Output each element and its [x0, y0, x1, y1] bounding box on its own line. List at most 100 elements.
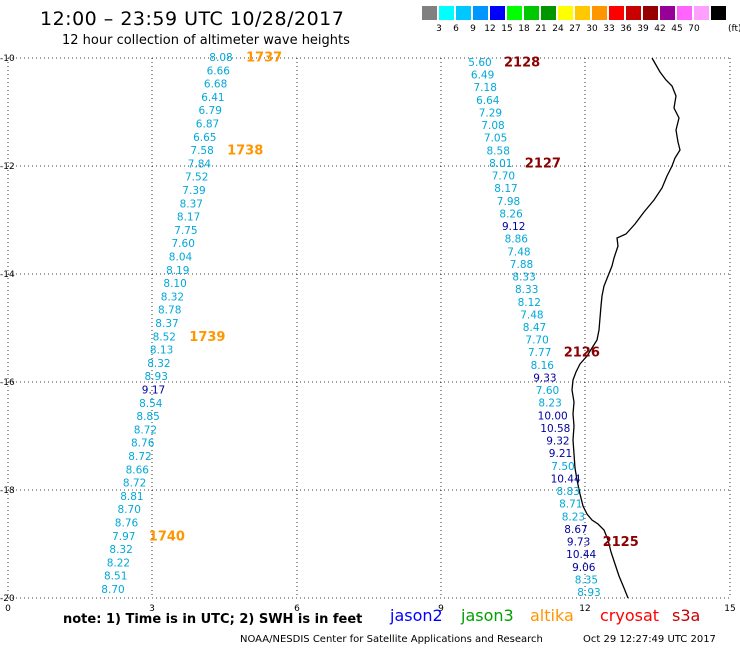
legend-label: 42	[654, 24, 666, 34]
wave-height-value: 6.87	[196, 119, 219, 131]
pass-number: 1740	[149, 529, 185, 544]
wave-height-value: 9.17	[142, 385, 165, 397]
wave-height-value: 8.58	[487, 145, 510, 157]
wave-height-value: 8.86	[505, 234, 529, 246]
wave-height-value: 8.13	[150, 345, 173, 357]
legend-label: 45	[671, 24, 683, 34]
y-tick-label: -16	[0, 378, 15, 388]
wave-height-value: 7.18	[474, 82, 497, 94]
wave-height-value: 9.21	[549, 448, 572, 460]
wave-height-value: 6.66	[207, 65, 231, 77]
wave-height-value: 8.10	[163, 278, 186, 290]
y-tick-label: -12	[0, 162, 15, 172]
wave-height-value: 6.68	[204, 79, 227, 91]
wave-height-value: 8.19	[166, 265, 189, 277]
wave-height-value: 7.60	[172, 238, 195, 250]
wave-height-value: 7.08	[481, 120, 504, 132]
wave-height-value: 10.44	[551, 473, 581, 485]
legend-label: 39	[637, 24, 649, 34]
y-tick-label: -14	[0, 270, 15, 280]
wave-height-value: 6.64	[476, 95, 500, 107]
note-text: note: 1) Time is in UTC; 2) SWH is in fe…	[63, 612, 363, 627]
wave-height-value: 8.01	[489, 158, 512, 170]
legend-swatch	[439, 6, 454, 20]
wave-height-value: 8.37	[155, 318, 178, 330]
wave-height-value: 8.51	[104, 571, 127, 583]
wave-height-value: 9.32	[546, 436, 569, 448]
wave-height-value: 8.72	[128, 451, 151, 463]
wave-height-value: 8.76	[115, 518, 139, 530]
legend-swatch	[575, 6, 590, 20]
legend-swatch	[456, 6, 471, 20]
x-tick-label: 0	[5, 604, 11, 614]
y-tick-label: -20	[0, 594, 15, 604]
wave-height-value: 7.39	[182, 185, 205, 197]
wave-height-value: 8.70	[101, 584, 124, 596]
legend-label: 6	[453, 24, 459, 34]
pass-number: 1739	[189, 330, 225, 345]
satellite-name: s3a	[672, 606, 701, 625]
legend-swatch	[541, 6, 556, 20]
wave-height-value: 8.12	[518, 297, 541, 309]
satellite-name: altika	[530, 606, 574, 625]
wave-height-value: 8.16	[531, 360, 555, 372]
legend-unit: (ft)	[728, 24, 740, 34]
x-tick-label: 9	[438, 604, 444, 614]
wave-height-value: 10.58	[540, 423, 570, 435]
wave-height-value: 6.79	[199, 105, 222, 117]
legend-swatch	[473, 6, 488, 20]
legend-label: 3	[436, 24, 442, 34]
wave-height-value: 6.41	[201, 92, 224, 104]
wave-height-value: 9.73	[567, 537, 590, 549]
wave-height-value: 8.26	[499, 208, 523, 220]
y-tick-label: -18	[0, 486, 15, 496]
legend-label: 36	[620, 24, 632, 34]
wave-height-value: 7.48	[520, 309, 543, 321]
wave-height-value: 7.77	[528, 347, 551, 359]
wave-height-value: 8.23	[562, 511, 585, 523]
wave-height-value: 8.81	[120, 491, 143, 503]
wave-height-value: 7.98	[497, 196, 520, 208]
legend-label: 30	[586, 24, 598, 34]
wave-height-value: 8.32	[161, 291, 184, 303]
legend-swatch	[592, 6, 607, 20]
x-tick-label: 3	[149, 604, 155, 614]
axis-ticks: -10 -12 -14 -16 -18 -200 3 6 9 12 15	[0, 54, 736, 614]
wave-height-value: 8.85	[136, 411, 159, 423]
wave-height-value: 8.70	[118, 504, 141, 516]
legend-swatch	[660, 6, 675, 20]
wave-height-value: 8.32	[147, 358, 170, 370]
wave-height-value: 7.29	[479, 108, 502, 120]
legend-swatch	[507, 6, 522, 20]
legend-label: 21	[535, 24, 547, 34]
wave-height-value: 8.93	[577, 587, 600, 599]
wave-height-value: 8.71	[559, 499, 582, 511]
satellite-name: jason2	[390, 606, 443, 625]
chart-subtitle: 12 hour collection of altimeter wave hei…	[62, 33, 350, 48]
legend-swatch	[711, 6, 726, 20]
wave-height-value: 8.78	[158, 305, 181, 317]
wave-height-value: 7.88	[510, 259, 533, 271]
wave-height-value: 9.33	[533, 373, 556, 385]
wave-height-value: 8.67	[564, 524, 587, 536]
wave-height-value: 8.47	[523, 322, 546, 334]
x-tick-label: 12	[579, 604, 590, 614]
wave-height-value: 8.33	[515, 284, 538, 296]
wave-height-value: 8.76	[131, 438, 155, 450]
legend-swatch	[694, 6, 709, 20]
legend-label: 9	[470, 24, 476, 34]
wave-height-value: 7.75	[174, 225, 197, 237]
legend-swatch	[422, 6, 437, 20]
legend-label: 27	[569, 24, 581, 34]
pass-number: 2126	[564, 346, 600, 361]
wave-height-value: 8.93	[145, 371, 168, 383]
wave-height-value: 7.97	[112, 531, 135, 543]
legend-label: 15	[501, 24, 513, 34]
wave-height-value: 8.54	[139, 398, 163, 410]
x-tick-label: 6	[294, 604, 300, 614]
wave-height-value: 9.06	[572, 562, 596, 574]
legend-swatch	[643, 6, 658, 20]
wave-height-value: 8.23	[538, 398, 561, 410]
legend-label: 33	[603, 24, 615, 34]
x-tick-label: 15	[724, 604, 735, 614]
